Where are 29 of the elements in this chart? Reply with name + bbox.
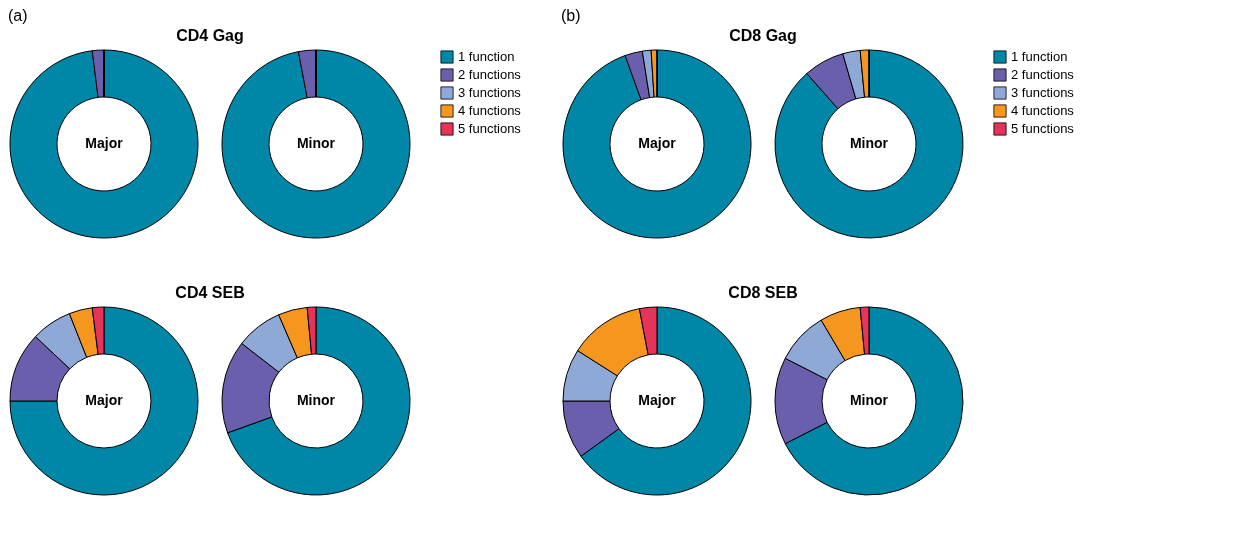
legend-label: 4 functions: [458, 103, 522, 118]
legend-label: 2 functions: [458, 67, 522, 82]
text: Minor: [296, 392, 336, 408]
donut-slice: [562, 49, 752, 239]
chart-title: CD4 SEB: [175, 284, 245, 301]
text: Major: [85, 392, 124, 408]
text: Major: [638, 135, 677, 151]
legend-label: 4 functions: [1011, 103, 1075, 118]
legend-label: 3 functions: [458, 85, 522, 100]
legend-label: 1 function: [458, 49, 515, 64]
text: Minor: [296, 135, 336, 151]
legend-label: 3 functions: [1011, 85, 1075, 100]
text: Minor: [849, 392, 889, 408]
legend-label: 1 function: [1011, 49, 1068, 64]
chart-title: CD4 Gag: [176, 27, 244, 44]
donut-slice: [9, 49, 199, 239]
legend-label: 5 functions: [458, 121, 522, 136]
text: (b): [561, 7, 581, 24]
donut-slice: [9, 306, 199, 496]
donut-slice: [221, 49, 411, 239]
text: Major: [638, 392, 677, 408]
legend-label: 2 functions: [1011, 67, 1075, 82]
legend-label: 5 functions: [1011, 121, 1075, 136]
chart-title: CD8 SEB: [728, 284, 798, 301]
chart-title: CD8 Gag: [729, 27, 797, 44]
text: (a): [8, 7, 28, 24]
text: Major: [85, 135, 124, 151]
donut-slice: [774, 49, 964, 239]
text: Minor: [849, 135, 889, 151]
